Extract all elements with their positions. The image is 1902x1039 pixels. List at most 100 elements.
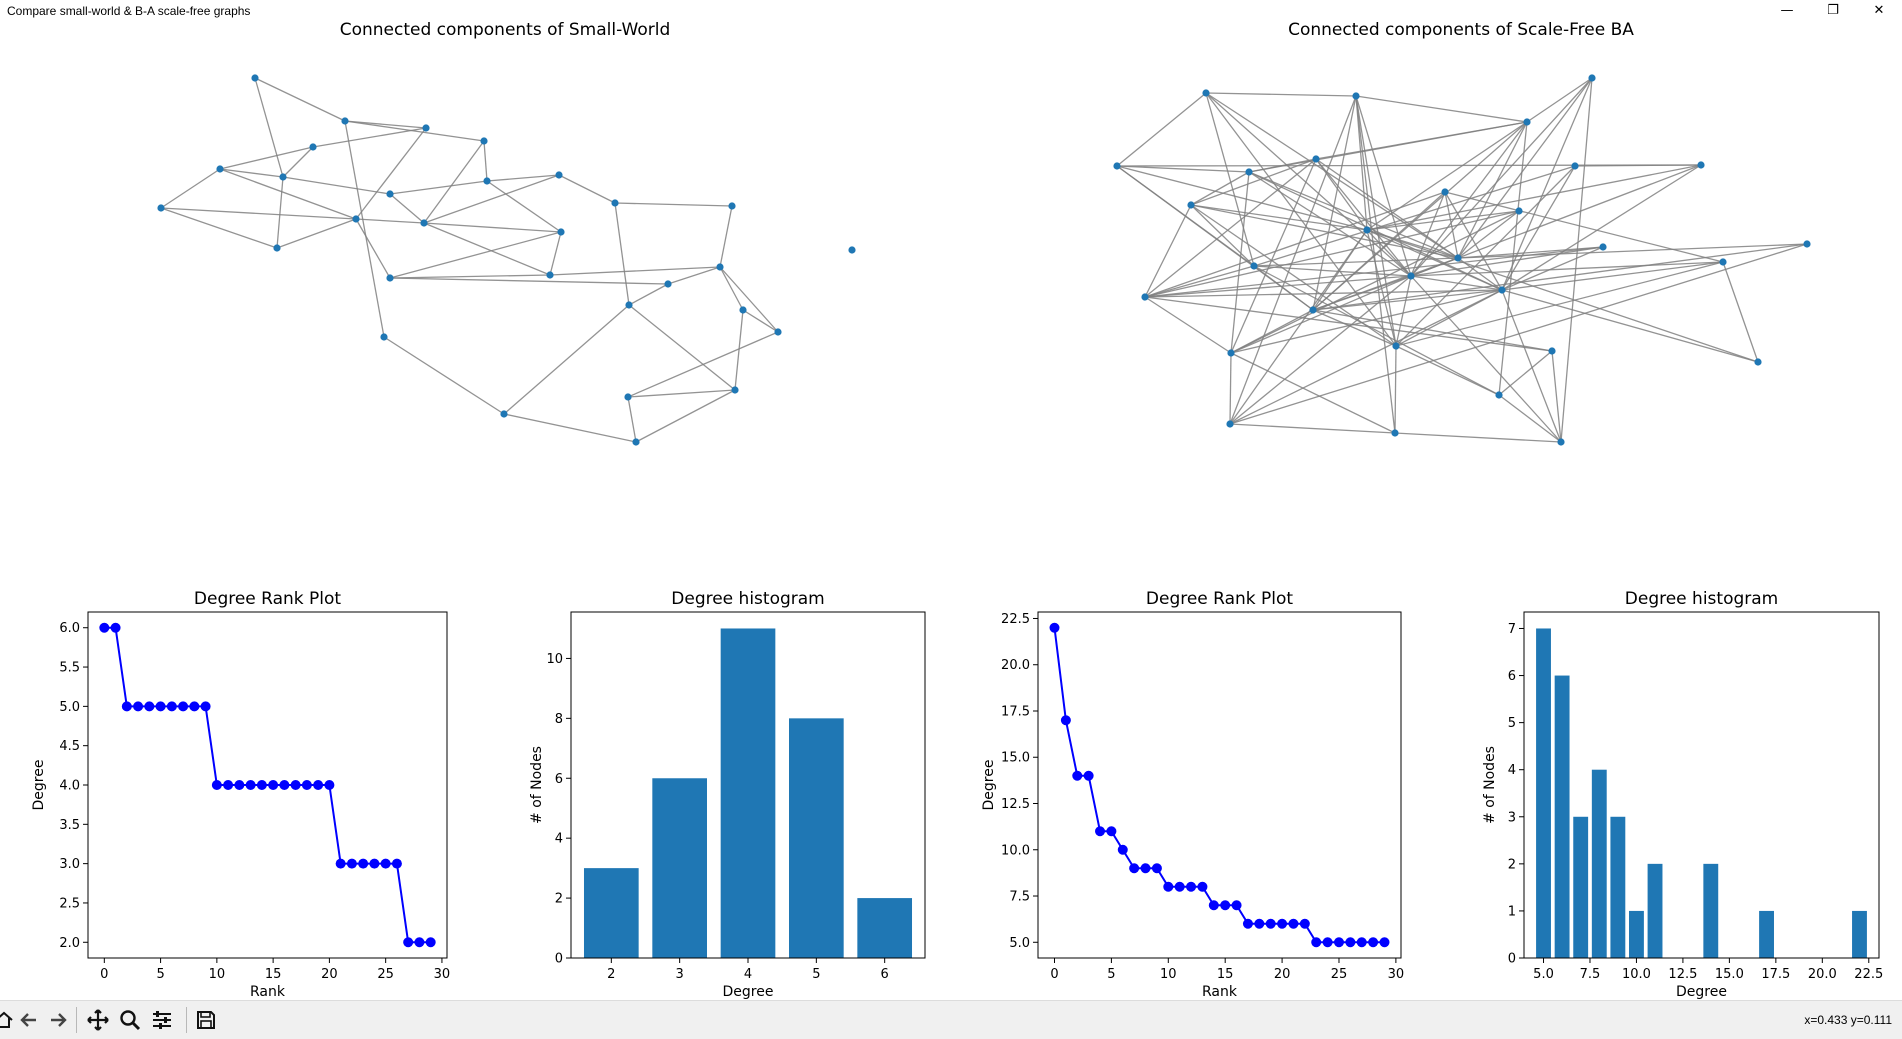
graph-edge — [1395, 345, 1500, 396]
graph-edge — [549, 231, 562, 276]
x-tick-label: 2 — [607, 967, 615, 982]
graph-node — [341, 117, 349, 125]
toolbar-separator — [186, 1007, 187, 1033]
degree-point — [346, 858, 357, 869]
title-bar: Compare small-world & B-A scale-free gra… — [0, 0, 1902, 22]
graph-edge — [1457, 246, 1604, 259]
y-tick-label: 4 — [555, 832, 563, 847]
minimize-button[interactable]: — — [1780, 3, 1794, 18]
forward-icon[interactable] — [44, 1007, 72, 1033]
degree-point — [223, 780, 234, 790]
graph-edge — [1248, 158, 1317, 173]
degree-point — [110, 622, 121, 633]
graph-node — [1392, 342, 1400, 350]
axes-frame — [1037, 611, 1402, 959]
close-button[interactable]: ✕ — [1873, 3, 1885, 18]
x-axis-label: Rank — [250, 984, 286, 1000]
graph-node — [1227, 349, 1235, 357]
graph-edge — [1144, 204, 1192, 298]
degree-point — [358, 858, 369, 869]
graph-edge — [1312, 309, 1553, 352]
small-world-degree-rank-plot: Degree Rank Plot 0 5 10 15 20 25 30 2.0 2.5 3.0 3.5… — [31, 589, 450, 1000]
graph-node — [739, 306, 747, 314]
degree-point — [121, 701, 132, 712]
graph-edge — [355, 218, 425, 224]
degree-point — [245, 780, 256, 790]
graph-node — [1407, 272, 1415, 280]
graph-edge — [344, 120, 385, 338]
histogram-bar — [1610, 816, 1626, 958]
x-tick-label: 25 — [1331, 967, 1348, 982]
graph-edge — [486, 180, 562, 233]
degree-point — [369, 858, 380, 869]
graph-edge — [503, 413, 637, 443]
graph-node — [1697, 161, 1705, 169]
y-tick-label: 1 — [1508, 904, 1516, 919]
graph-node — [611, 199, 619, 207]
y-tick-label: 2 — [1508, 857, 1516, 872]
graph-edge — [1230, 309, 1314, 354]
graph-edge — [1410, 261, 1724, 277]
y-tick-label: 15.0 — [1001, 751, 1030, 766]
histogram-bar — [1591, 769, 1607, 958]
x-tick-label: 4 — [744, 967, 752, 982]
pan-icon[interactable] — [84, 1007, 112, 1033]
histogram-bar — [1536, 628, 1551, 958]
x-tick-label: 22.5 — [1854, 967, 1883, 982]
graph-edge — [1205, 92, 1397, 347]
degree-point — [1151, 863, 1162, 874]
back-icon[interactable] — [15, 1007, 43, 1033]
degree-point — [1186, 881, 1197, 892]
degree-point — [211, 780, 222, 790]
histogram-bar — [1852, 910, 1867, 958]
graph-edge — [1444, 191, 1724, 263]
degree-point — [1208, 900, 1219, 911]
graph-edge — [1144, 275, 1412, 298]
y-tick-label: 17.5 — [1001, 704, 1030, 719]
degree-point — [1299, 918, 1310, 929]
degree-point — [414, 937, 425, 948]
graph-node — [422, 124, 430, 132]
y-axis-label: # of Nodes — [529, 746, 545, 824]
graph-edge — [254, 77, 284, 178]
graph-edge — [719, 205, 733, 268]
y-tick-label: 5 — [1508, 716, 1516, 731]
graph-node — [728, 202, 736, 210]
graph-node — [1719, 258, 1727, 266]
graph-edge — [627, 389, 736, 398]
x-tick-label: 20 — [1274, 967, 1291, 982]
x-tick-label: 20.0 — [1808, 967, 1837, 982]
graph-edge — [1230, 158, 1317, 354]
graph-node — [251, 74, 259, 82]
y-tick-label: 10.0 — [1001, 843, 1030, 858]
graph-node — [386, 190, 394, 198]
graph-edge — [1205, 92, 1255, 267]
graph-edge — [1229, 423, 1396, 434]
degree-point — [189, 701, 200, 712]
graph-node — [480, 137, 488, 145]
graph-edge — [276, 176, 284, 249]
degree-point — [1220, 900, 1231, 911]
home-icon[interactable] — [0, 1007, 18, 1033]
degree-point — [1277, 918, 1288, 929]
zoom-icon[interactable] — [116, 1007, 144, 1033]
graph-node — [1309, 306, 1317, 314]
save-icon[interactable] — [192, 1007, 220, 1033]
y-tick-label: 6 — [1508, 669, 1516, 684]
restore-button[interactable]: ❐ — [1827, 3, 1839, 18]
y-tick-label: 5.0 — [1009, 936, 1030, 951]
graph-edge — [1410, 275, 1503, 291]
configure-subplots-icon[interactable] — [148, 1007, 176, 1033]
x-tick-label: 10 — [1160, 967, 1177, 982]
graph-edge — [1457, 243, 1808, 259]
scale-free-title: Connected components of Scale-Free BA — [1288, 22, 1634, 40]
degree-point — [1117, 844, 1128, 855]
graph-edge — [1116, 165, 1368, 231]
graph-edge — [1395, 261, 1724, 347]
degree-point — [1311, 937, 1322, 948]
graph-edge — [160, 207, 278, 249]
graph-edge — [1229, 229, 1368, 425]
graph-node — [273, 244, 281, 252]
y-tick-label: 7.5 — [1009, 890, 1030, 905]
graph-node — [1202, 89, 1210, 97]
